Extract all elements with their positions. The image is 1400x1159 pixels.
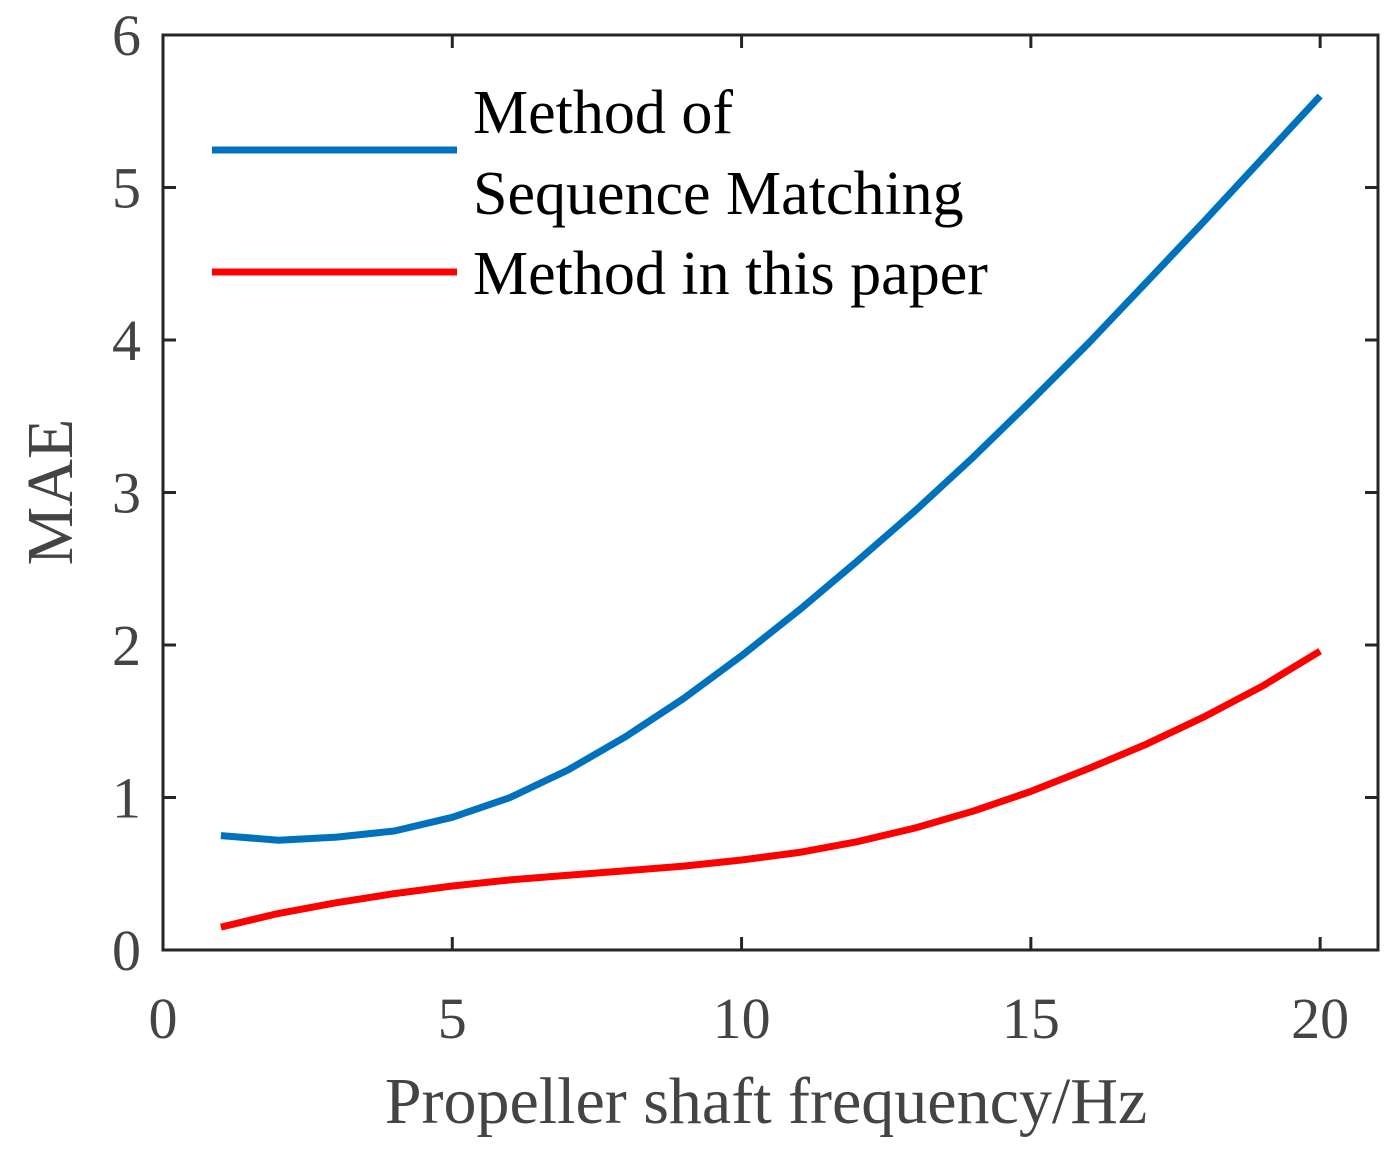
y-axis-label: MAE <box>14 419 87 566</box>
y-tick-label: 4 <box>112 308 141 373</box>
series-layer <box>220 93 1323 931</box>
y-tick-label: 3 <box>112 461 141 526</box>
y-tick-label: 2 <box>112 613 141 678</box>
series-line-1 <box>220 93 1323 844</box>
x-tick-label: 15 <box>1002 986 1060 1051</box>
y-tick-label: 6 <box>112 3 141 68</box>
y-tick-label: 5 <box>112 156 141 221</box>
series-line-2 <box>220 648 1322 931</box>
legend-label-1: Method of <box>473 79 733 147</box>
legend-label-1: Sequence Matching <box>473 160 964 228</box>
y-tick-label: 0 <box>112 918 141 983</box>
x-tick-label: 0 <box>149 986 178 1051</box>
legend: Method of Sequence Matching Method in this… <box>212 79 988 308</box>
x-tick-label: 20 <box>1291 986 1349 1051</box>
x-tick-label: 5 <box>438 986 467 1051</box>
x-axis-label: Propeller shaft frequency/Hz <box>385 1065 1147 1138</box>
legend-label-2: Method in this paper <box>473 240 988 308</box>
x-tick-label: 10 <box>713 986 771 1051</box>
y-tick-label: 1 <box>112 766 141 831</box>
axes-layer: 0 5 10 15 20 0 1 2 3 4 5 6 <box>112 3 1380 1051</box>
